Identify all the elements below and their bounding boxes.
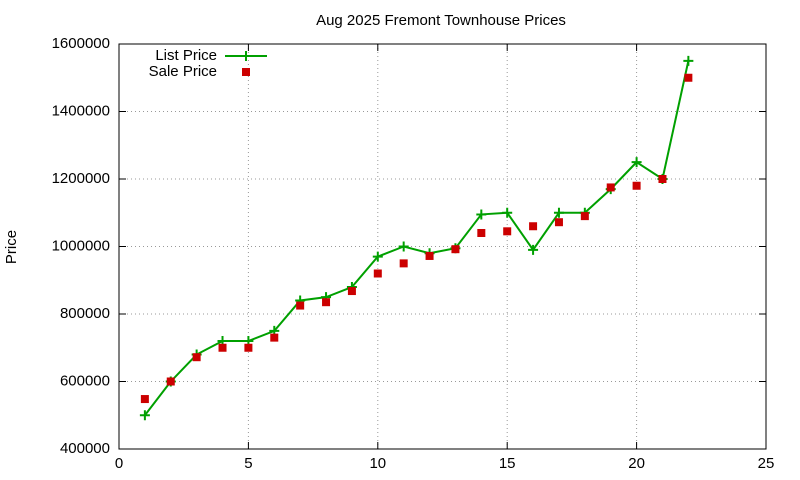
y-tick-label: 400000 <box>60 440 110 457</box>
y-tick-label: 1000000 <box>52 237 110 254</box>
marker <box>529 222 538 231</box>
marker <box>218 343 227 352</box>
y-axis-label: Price <box>3 230 20 264</box>
marker <box>373 269 382 278</box>
marker <box>553 207 564 218</box>
marker <box>554 218 563 227</box>
marker <box>399 259 408 268</box>
x-tick-label: 20 <box>628 455 645 472</box>
x-tick-label: 0 <box>115 455 123 472</box>
marker <box>242 68 250 76</box>
marker <box>683 55 694 66</box>
line <box>144 60 690 416</box>
y-tick-label: 1600000 <box>52 35 110 52</box>
marker <box>270 333 279 342</box>
marker <box>503 227 512 236</box>
marker <box>241 51 251 61</box>
marker <box>140 395 149 404</box>
y-tick-label: 1400000 <box>52 102 110 119</box>
x-tick-label: 5 <box>244 455 252 472</box>
marker <box>476 209 487 220</box>
marker <box>451 245 460 254</box>
plot-frame <box>118 43 767 450</box>
marker <box>322 298 331 307</box>
chart-title: Aug 2025 Fremont Townhouse Prices <box>316 12 566 29</box>
x-tick-label: 10 <box>369 455 386 472</box>
marker <box>296 301 305 310</box>
legend-label: List Price <box>155 47 217 64</box>
legend-label: Sale Price <box>149 63 217 80</box>
y-tick-label: 600000 <box>60 372 110 389</box>
marker <box>606 183 615 192</box>
y-tick-label: 1200000 <box>52 170 110 187</box>
marker <box>398 241 409 252</box>
marker <box>632 181 641 190</box>
marker <box>347 287 356 296</box>
x-tick-label: 25 <box>758 455 775 472</box>
marker <box>425 251 434 260</box>
y-tick-label: 800000 <box>60 305 110 322</box>
marker <box>372 251 383 262</box>
marker <box>192 353 201 362</box>
marker <box>631 157 642 168</box>
marker <box>166 377 175 386</box>
marker <box>684 73 693 82</box>
marker <box>658 175 667 183</box>
marker <box>528 244 539 255</box>
marker <box>244 343 253 352</box>
marker <box>580 212 589 221</box>
marker <box>477 229 486 237</box>
marker <box>502 207 513 218</box>
marker <box>139 410 150 421</box>
x-tick-label: 15 <box>499 455 516 472</box>
